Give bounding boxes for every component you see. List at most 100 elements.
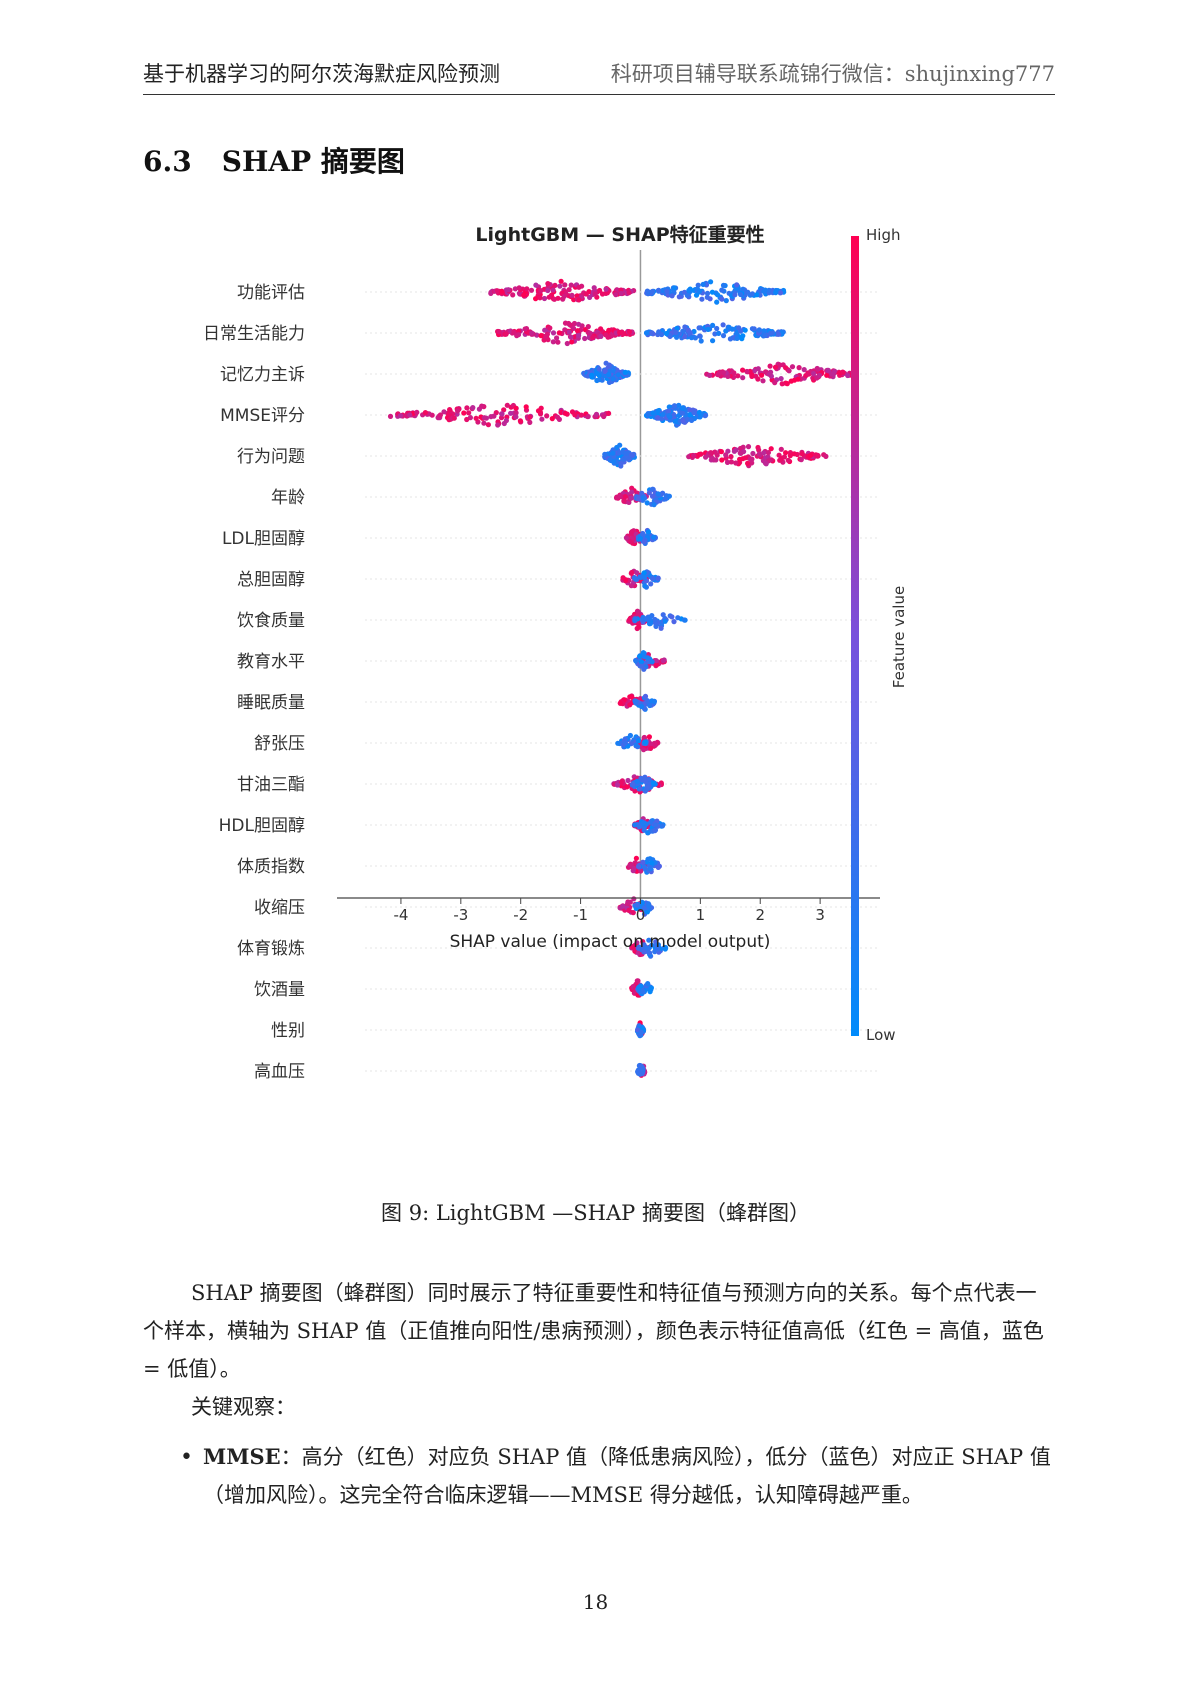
shap-point — [644, 655, 651, 661]
shap-point — [682, 334, 688, 340]
shap-point — [638, 703, 645, 710]
shap-point — [761, 288, 767, 294]
shap-point — [723, 328, 729, 334]
shap-point — [562, 327, 568, 333]
shap-point — [598, 333, 604, 339]
shap-point — [555, 339, 561, 345]
shap-point — [651, 534, 657, 540]
feature-label: 饮食质量 — [237, 611, 305, 631]
x-axis-label: SHAP value (impact on model output) — [450, 932, 771, 952]
shap-point — [538, 288, 544, 294]
feature-points — [625, 855, 662, 875]
shap-point — [816, 372, 823, 378]
shap-point — [611, 459, 617, 465]
shap-point — [485, 422, 491, 428]
shap-point — [510, 292, 516, 298]
shap-point — [714, 299, 720, 305]
shap-point — [650, 780, 656, 787]
shap-point — [777, 362, 783, 368]
header-contact: 科研项目辅导联系疏锦行微信：shujinxing777 — [610, 62, 1055, 86]
shap-point — [811, 370, 817, 377]
shap-point — [779, 381, 785, 387]
shap-point — [537, 295, 543, 301]
shap-point — [693, 292, 700, 298]
shap-point — [644, 288, 650, 294]
shap-point — [638, 663, 644, 669]
shap-point — [783, 365, 789, 371]
shap-point — [633, 698, 639, 704]
shap-point — [554, 414, 561, 420]
shap-point — [776, 331, 782, 337]
feature-label: 收缩压 — [254, 898, 305, 918]
shap-point — [754, 292, 760, 298]
shap-point — [613, 292, 619, 298]
shap-point — [645, 830, 651, 836]
shap-point — [676, 294, 682, 300]
shap-point — [514, 333, 520, 339]
feature-points — [387, 402, 709, 428]
shap-point — [576, 321, 582, 327]
shap-point — [529, 330, 535, 336]
shap-point — [641, 905, 647, 911]
shap-point — [441, 409, 447, 415]
shap-point — [503, 417, 509, 424]
shap-point — [637, 786, 643, 792]
shap-point — [557, 283, 563, 289]
feature-points — [629, 937, 669, 959]
shap-point — [637, 653, 643, 659]
shap-point — [759, 372, 765, 378]
shap-point — [796, 365, 802, 371]
shap-point — [621, 498, 627, 504]
shap-point — [627, 862, 633, 868]
shap-point — [732, 292, 738, 298]
shap-point — [767, 363, 773, 369]
shap-point — [566, 329, 572, 335]
shap-point — [583, 291, 589, 297]
shap-point — [622, 740, 628, 746]
shap-point — [596, 366, 602, 372]
shap-point — [704, 290, 711, 296]
shap-point — [724, 459, 731, 465]
shap-point — [649, 330, 655, 336]
shap-point — [663, 330, 669, 337]
shap-point — [640, 650, 646, 656]
shap-point — [602, 452, 608, 458]
shap-point — [640, 820, 646, 826]
shap-point — [639, 1071, 645, 1077]
shap-point — [645, 856, 651, 862]
shap-point — [422, 410, 428, 416]
shap-point — [505, 287, 511, 293]
shap-point — [761, 450, 767, 456]
shap-point — [728, 459, 735, 465]
shap-point — [650, 576, 656, 582]
shap-point — [840, 369, 846, 376]
shap-point — [644, 500, 650, 506]
shap-point — [455, 408, 461, 414]
shap-point — [568, 334, 574, 340]
feature-label: 行为问题 — [237, 447, 305, 467]
shap-point — [592, 291, 598, 297]
x-tick-label: 2 — [755, 906, 765, 924]
feature-label: 性别 — [271, 1021, 305, 1041]
shap-point — [671, 411, 677, 418]
shap-point — [544, 413, 550, 419]
shap-point — [594, 370, 600, 376]
shap-point — [671, 619, 677, 625]
feature-points — [620, 568, 661, 590]
shap-point — [407, 412, 413, 418]
shap-point — [628, 495, 634, 501]
colorbar-low-label: Low — [866, 1026, 896, 1044]
shap-point — [597, 377, 603, 383]
shap-point — [698, 338, 704, 344]
shap-point — [646, 734, 652, 740]
shap-point — [641, 949, 647, 955]
shap-point — [703, 454, 709, 460]
shap-point — [638, 659, 645, 665]
shap-point — [682, 617, 688, 623]
shap-point — [652, 616, 658, 623]
shap-point — [587, 330, 593, 336]
shap-point — [578, 412, 584, 418]
shap-point — [528, 287, 535, 293]
shap-point — [647, 866, 654, 872]
feature-points — [626, 608, 688, 632]
